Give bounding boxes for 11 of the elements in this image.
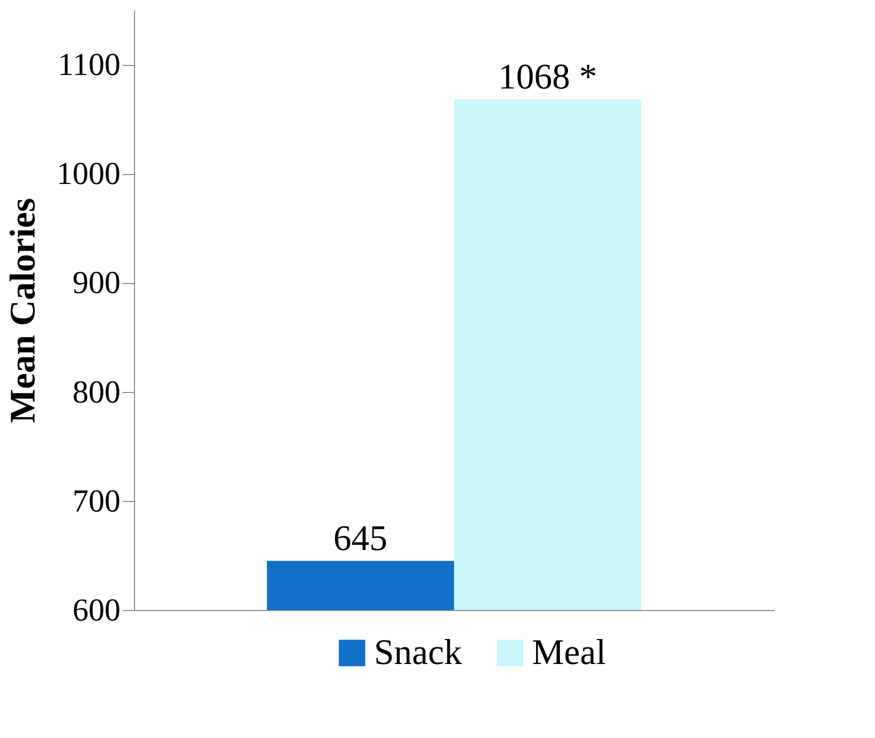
y-axis-title: Mean Calories	[2, 198, 42, 423]
y-tick-label: 600	[72, 592, 120, 628]
legend-label: Snack	[374, 632, 462, 672]
y-tick-label: 1000	[56, 155, 120, 192]
data-label: 645	[333, 518, 388, 558]
y-tick-label: 700	[72, 482, 120, 518]
legend-label: Meal	[532, 632, 606, 672]
data-label: 1068 *	[498, 56, 598, 96]
y-tick-label: 800	[72, 373, 120, 410]
y-tick-label: 1100	[58, 46, 120, 82]
y-tick-label: 900	[72, 264, 120, 300]
